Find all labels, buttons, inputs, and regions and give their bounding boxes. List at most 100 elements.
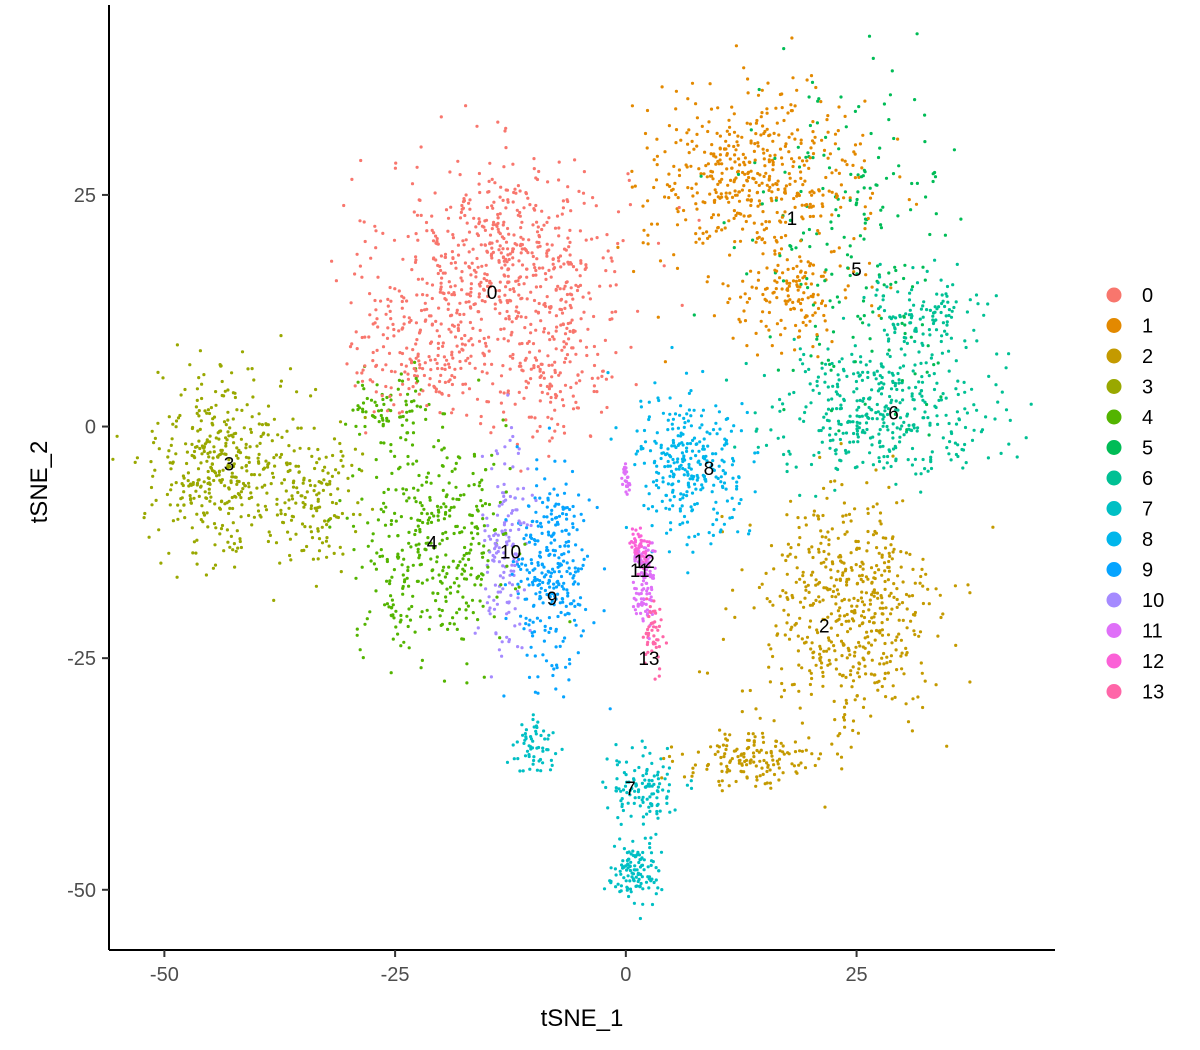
point-cluster-6 bbox=[920, 380, 925, 384]
point-cluster-6 bbox=[925, 308, 929, 312]
point-cluster-0 bbox=[342, 203, 346, 208]
point-cluster-4 bbox=[459, 493, 463, 497]
point-cluster-4 bbox=[414, 389, 418, 393]
point-cluster-1 bbox=[794, 323, 798, 328]
point-cluster-3 bbox=[338, 441, 342, 446]
point-cluster-9 bbox=[561, 639, 565, 643]
point-cluster-3 bbox=[220, 451, 224, 456]
point-cluster-0 bbox=[374, 390, 378, 394]
point-cluster-2 bbox=[826, 588, 830, 592]
point-cluster-6 bbox=[809, 462, 814, 467]
point-cluster-5 bbox=[862, 314, 866, 318]
point-cluster-3 bbox=[205, 438, 209, 442]
point-cluster-0 bbox=[578, 339, 583, 343]
point-cluster-9 bbox=[535, 467, 539, 471]
point-cluster-3 bbox=[203, 490, 207, 494]
point-cluster-0 bbox=[355, 347, 359, 351]
point-cluster-2 bbox=[887, 551, 891, 556]
point-cluster-1 bbox=[787, 135, 791, 139]
point-cluster-0 bbox=[451, 356, 455, 360]
point-cluster-5 bbox=[862, 186, 866, 190]
point-cluster-5 bbox=[781, 279, 786, 283]
point-cluster-11 bbox=[649, 595, 653, 599]
point-cluster-1 bbox=[632, 269, 636, 274]
point-cluster-1 bbox=[754, 180, 758, 185]
point-cluster-3 bbox=[265, 491, 269, 495]
point-cluster-1 bbox=[732, 130, 737, 134]
point-cluster-0 bbox=[503, 129, 507, 133]
point-cluster-1 bbox=[811, 272, 815, 276]
point-cluster-9 bbox=[552, 586, 556, 590]
point-cluster-10 bbox=[487, 609, 491, 613]
point-cluster-1 bbox=[630, 169, 634, 173]
point-cluster-1 bbox=[685, 131, 689, 135]
point-cluster-0 bbox=[579, 259, 583, 263]
point-cluster-6 bbox=[878, 428, 882, 432]
point-cluster-2 bbox=[768, 600, 772, 604]
point-cluster-4 bbox=[479, 583, 483, 587]
point-cluster-2 bbox=[816, 514, 820, 518]
point-cluster-9 bbox=[582, 557, 586, 562]
point-cluster-6 bbox=[861, 428, 865, 433]
point-cluster-5 bbox=[887, 348, 891, 352]
point-cluster-9 bbox=[564, 482, 568, 486]
point-cluster-0 bbox=[634, 383, 638, 387]
point-cluster-13 bbox=[647, 625, 651, 629]
point-cluster-6 bbox=[885, 461, 889, 465]
point-cluster-4 bbox=[504, 424, 508, 428]
point-cluster-0 bbox=[449, 285, 453, 289]
point-cluster-8 bbox=[711, 533, 716, 538]
point-cluster-3 bbox=[287, 506, 291, 510]
point-cluster-8 bbox=[726, 416, 730, 421]
point-cluster-11 bbox=[640, 583, 644, 587]
point-cluster-9 bbox=[510, 572, 514, 576]
point-cluster-8 bbox=[701, 369, 705, 374]
point-cluster-4 bbox=[471, 536, 475, 541]
point-cluster-1 bbox=[783, 210, 787, 214]
point-cluster-2 bbox=[860, 600, 865, 604]
point-cluster-6 bbox=[868, 359, 872, 363]
point-cluster-2 bbox=[850, 685, 854, 689]
point-cluster-9 bbox=[532, 603, 536, 608]
point-cluster-4 bbox=[432, 546, 436, 550]
point-cluster-7 bbox=[609, 879, 613, 883]
point-cluster-3 bbox=[256, 503, 260, 507]
point-cluster-1 bbox=[645, 108, 650, 113]
point-cluster-4 bbox=[457, 607, 461, 611]
point-cluster-2 bbox=[725, 770, 729, 774]
point-cluster-7 bbox=[661, 765, 665, 769]
point-cluster-0 bbox=[534, 203, 538, 208]
point-cluster-6 bbox=[885, 333, 889, 337]
point-cluster-1 bbox=[745, 179, 750, 183]
point-cluster-2 bbox=[830, 742, 834, 746]
point-cluster-1 bbox=[789, 109, 794, 113]
point-cluster-8 bbox=[666, 464, 670, 468]
point-cluster-9 bbox=[567, 657, 572, 662]
point-cluster-2 bbox=[865, 481, 869, 485]
point-cluster-6 bbox=[911, 266, 915, 270]
point-cluster-0 bbox=[425, 229, 429, 233]
point-cluster-6 bbox=[896, 371, 900, 376]
point-cluster-7 bbox=[626, 874, 630, 878]
point-cluster-6 bbox=[909, 313, 914, 317]
point-cluster-0 bbox=[541, 266, 545, 270]
point-cluster-6 bbox=[801, 362, 805, 366]
point-cluster-7 bbox=[621, 865, 625, 869]
point-cluster-5 bbox=[811, 156, 815, 160]
point-cluster-2 bbox=[793, 623, 797, 627]
point-cluster-11 bbox=[642, 597, 646, 602]
point-cluster-0 bbox=[468, 198, 472, 202]
point-cluster-8 bbox=[711, 467, 715, 472]
point-cluster-1 bbox=[775, 240, 779, 244]
point-cluster-8 bbox=[653, 381, 657, 385]
point-cluster-5 bbox=[893, 265, 897, 269]
point-cluster-0 bbox=[492, 220, 496, 224]
point-cluster-5 bbox=[801, 231, 806, 235]
point-cluster-2 bbox=[719, 755, 723, 760]
point-cluster-0 bbox=[565, 280, 569, 284]
point-cluster-4 bbox=[442, 517, 446, 521]
point-cluster-6 bbox=[891, 315, 895, 319]
point-cluster-3 bbox=[201, 520, 205, 524]
point-cluster-2 bbox=[691, 766, 695, 770]
point-cluster-1 bbox=[793, 205, 797, 209]
